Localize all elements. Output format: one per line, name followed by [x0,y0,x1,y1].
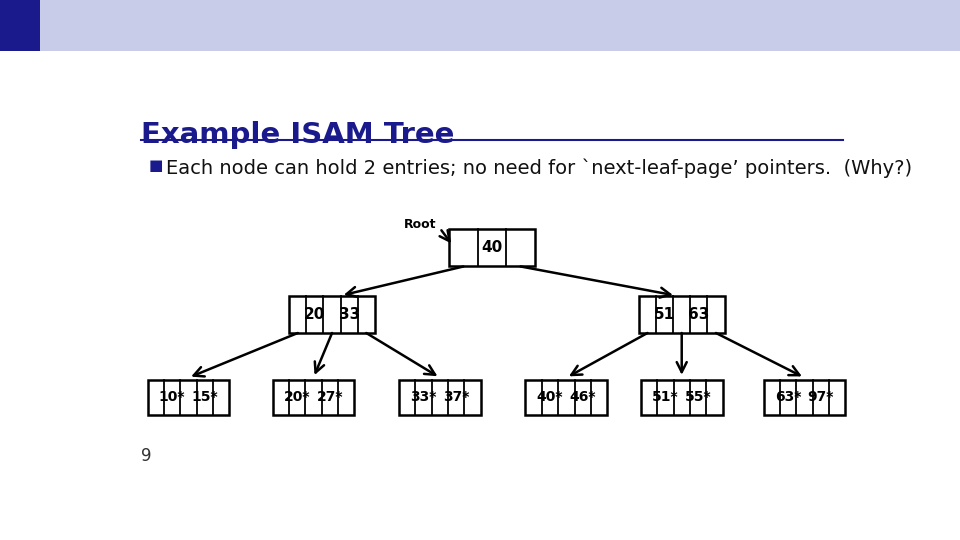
Text: ■: ■ [148,158,162,173]
Bar [148,380,229,415]
Text: 20: 20 [304,307,325,322]
Text: 63: 63 [688,307,709,322]
Text: 40: 40 [481,240,503,255]
Text: 27*: 27* [317,390,343,404]
Bar [763,380,846,415]
Text: 37*: 37* [444,390,469,404]
Bar [639,295,725,333]
Text: 33: 33 [339,307,360,322]
Bar [525,380,608,415]
Text: Example ISAM Tree: Example ISAM Tree [141,121,454,149]
Bar [641,380,723,415]
Text: 51: 51 [654,307,675,322]
Text: 40*: 40* [537,390,564,404]
Text: 33*: 33* [410,390,437,404]
Text: 9: 9 [141,447,152,465]
Text: 20*: 20* [284,390,310,404]
Text: 97*: 97* [807,390,834,404]
Bar [273,380,354,415]
Text: 63*: 63* [775,390,802,404]
Text: 10*: 10* [158,390,185,404]
Bar [449,229,535,266]
Bar [289,295,374,333]
Text: 46*: 46* [569,390,596,404]
Text: 55*: 55* [684,390,711,404]
Text: 15*: 15* [191,390,218,404]
Text: Root: Root [404,218,437,231]
Text: Each node can hold 2 entries; no need for `next-leaf-page’ pointers.  (Why?): Each node can hold 2 entries; no need fo… [166,158,912,178]
Text: 51*: 51* [652,390,679,404]
Bar [399,380,481,415]
